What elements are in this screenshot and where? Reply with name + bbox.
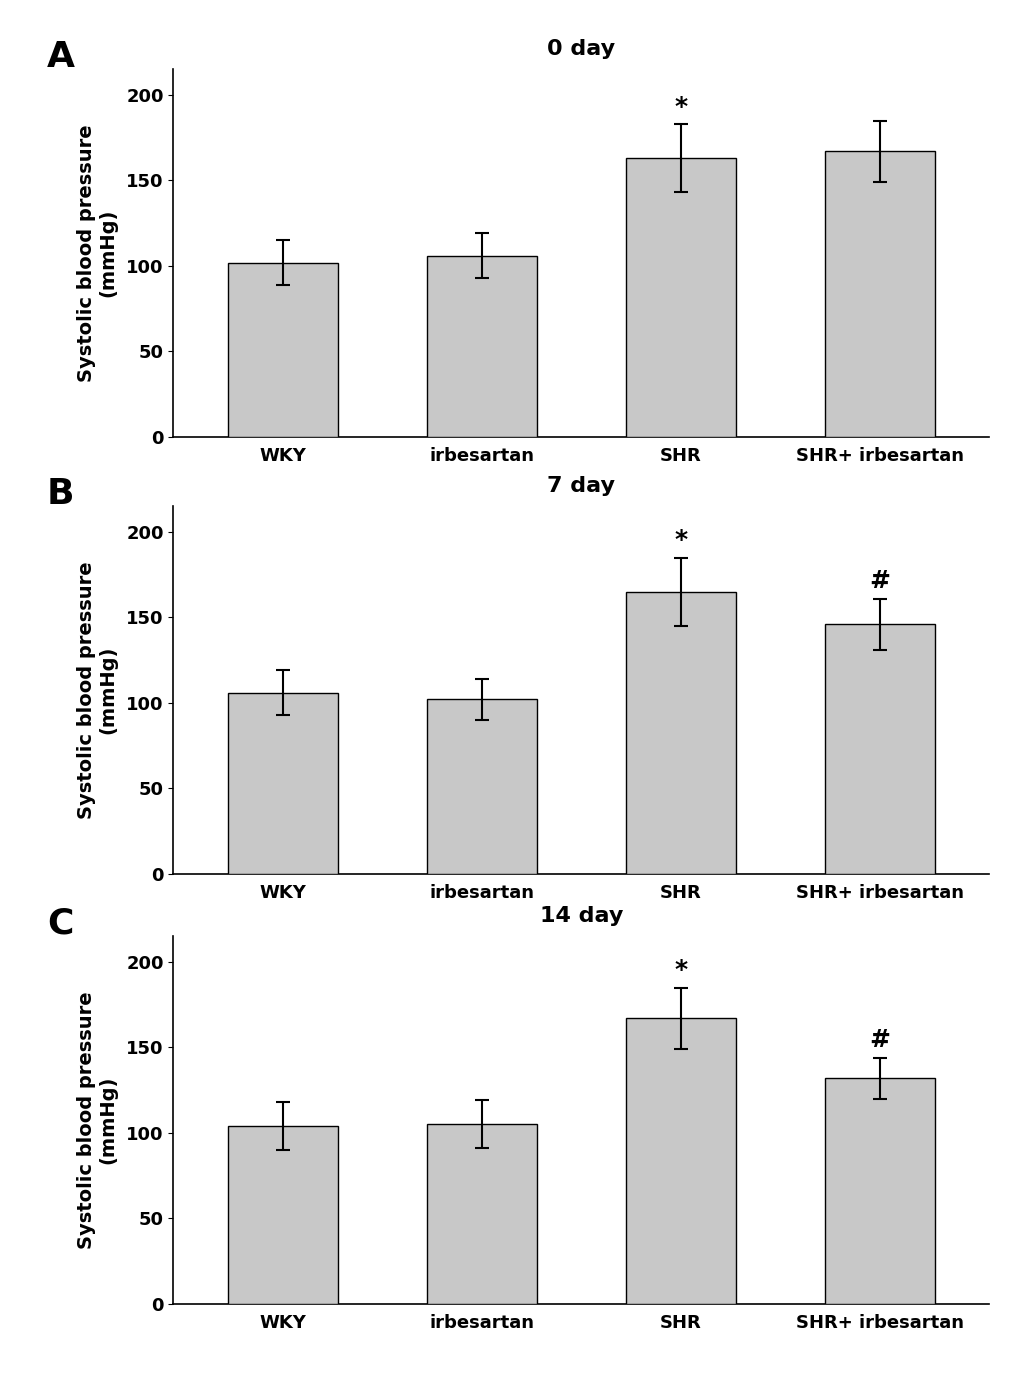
Bar — [626, 592, 735, 874]
Title: 14 day: 14 day — [539, 906, 623, 927]
Text: *: * — [674, 528, 687, 552]
Text: A: A — [47, 40, 74, 74]
Bar — [228, 692, 337, 874]
Bar — [427, 255, 536, 437]
Y-axis label: Systolic blood pressure
(mmHg): Systolic blood pressure (mmHg) — [76, 562, 118, 818]
Y-axis label: Systolic blood pressure
(mmHg): Systolic blood pressure (mmHg) — [76, 992, 118, 1248]
Bar — [626, 158, 735, 437]
Title: 0 day: 0 day — [547, 39, 614, 60]
Title: 7 day: 7 day — [547, 476, 614, 497]
Bar — [228, 1126, 337, 1304]
Text: *: * — [674, 958, 687, 982]
Bar — [427, 699, 536, 874]
Text: B: B — [47, 477, 74, 510]
Text: *: * — [674, 94, 687, 119]
Text: #: # — [868, 570, 890, 594]
Bar — [824, 1078, 933, 1304]
Text: C: C — [47, 907, 73, 940]
Bar — [427, 1125, 536, 1304]
Bar — [626, 1018, 735, 1304]
Bar — [228, 262, 337, 437]
Bar — [824, 151, 933, 437]
Y-axis label: Systolic blood pressure
(mmHg): Systolic blood pressure (mmHg) — [76, 125, 118, 381]
Bar — [824, 624, 933, 874]
Text: #: # — [868, 1029, 890, 1053]
